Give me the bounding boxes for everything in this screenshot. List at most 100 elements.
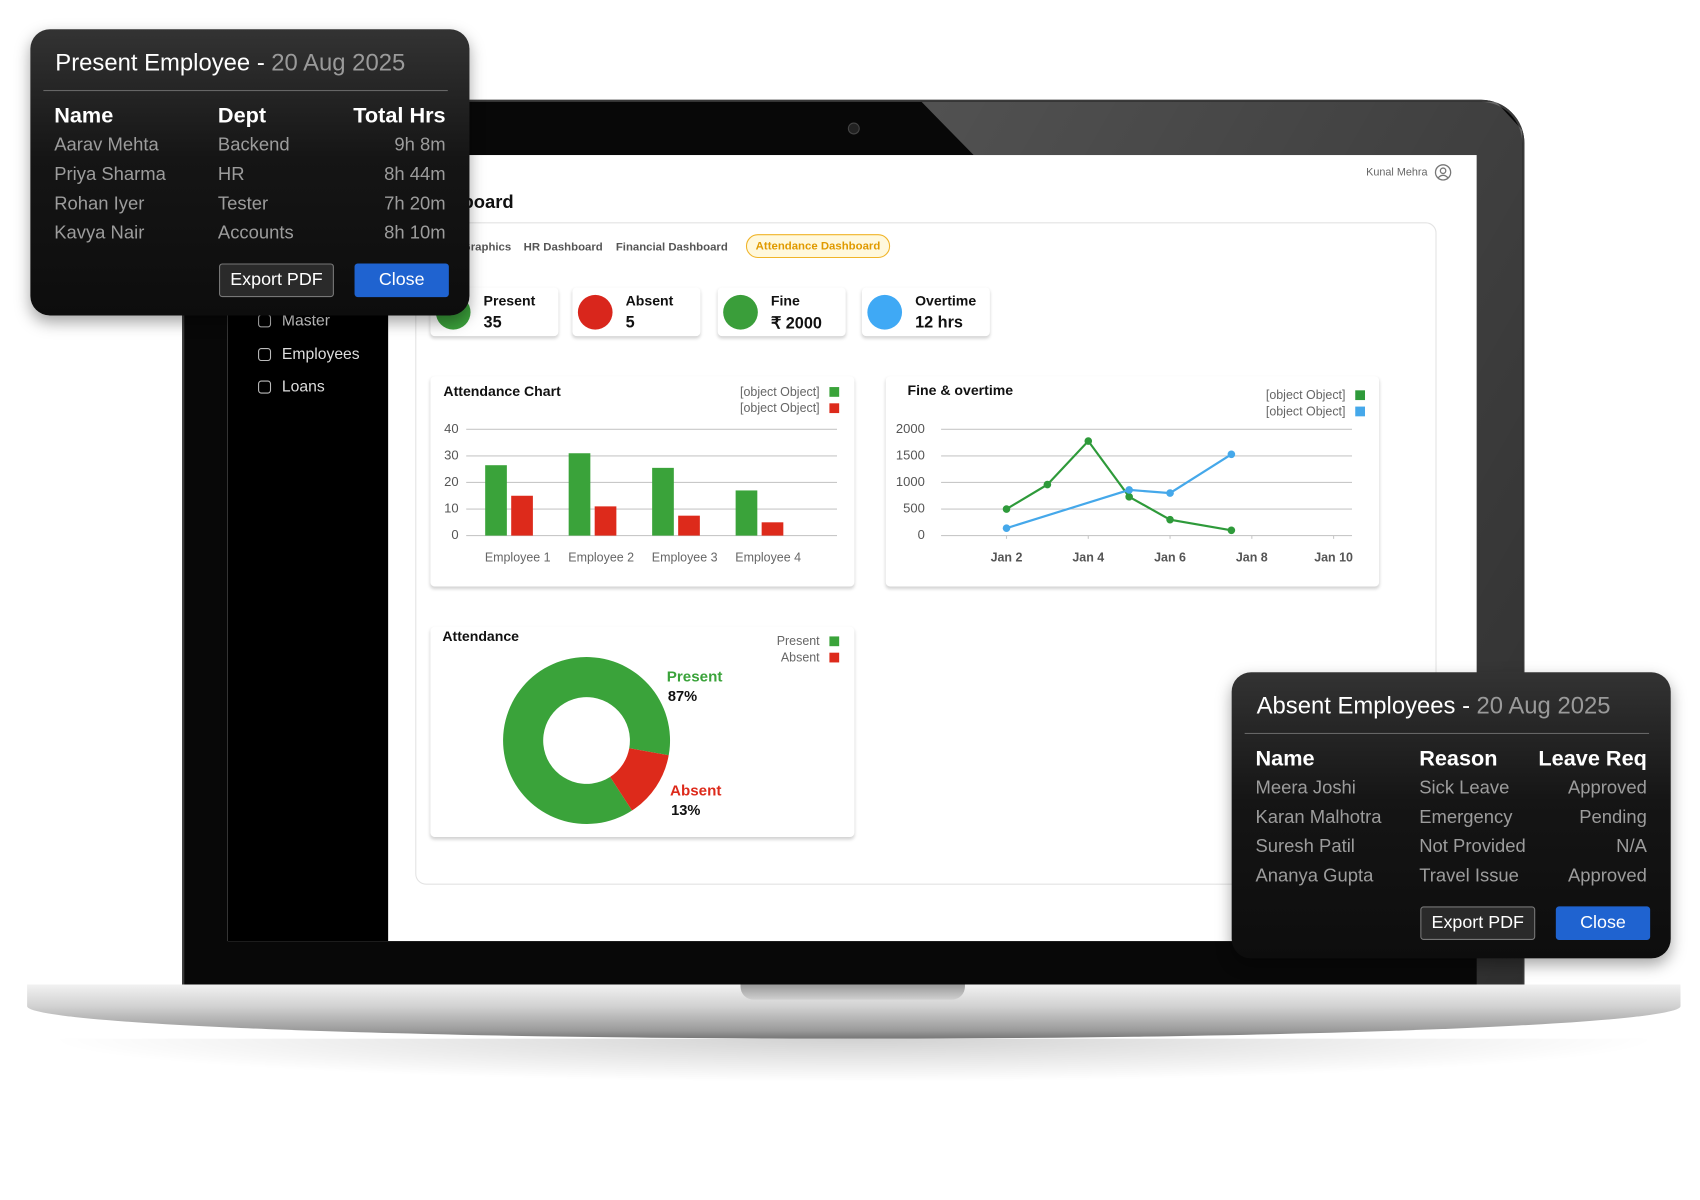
legend-swatch bbox=[829, 403, 840, 414]
sidebar-label: Master bbox=[281, 312, 330, 330]
user-icon bbox=[1434, 164, 1451, 181]
y-tick-label: 40 bbox=[444, 421, 458, 436]
legend-label: Present bbox=[777, 634, 820, 648]
table-cell: 8h 44m bbox=[384, 163, 446, 185]
slice-label: Present bbox=[667, 669, 723, 686]
slice-value-label: 13% bbox=[671, 803, 700, 819]
bar bbox=[678, 515, 700, 536]
legend-swatch bbox=[1355, 406, 1366, 417]
column-header: Name bbox=[54, 104, 114, 128]
export-button[interactable]: Export PDF bbox=[1420, 906, 1536, 941]
legend-swatch bbox=[829, 652, 840, 663]
x-tick-label: Employee 1 bbox=[485, 551, 551, 565]
table-cell: Priya Sharma bbox=[54, 163, 166, 185]
table-cell: Tester bbox=[217, 192, 269, 214]
y-tick-label: 1000 bbox=[896, 474, 925, 489]
sidebar-label: Employees bbox=[281, 345, 360, 363]
point bbox=[1166, 515, 1174, 524]
table-cell: Suresh Patil bbox=[1255, 835, 1355, 857]
column-header: Name bbox=[1255, 747, 1315, 771]
table-cell: Not Provided bbox=[1419, 835, 1526, 857]
table-cell: Emergency bbox=[1419, 806, 1513, 828]
stat-icon bbox=[867, 294, 903, 330]
point bbox=[1125, 486, 1133, 494]
laptop-shadow bbox=[43, 1038, 1665, 1083]
table-cell: Rohan Iyer bbox=[54, 192, 145, 214]
slice-value-label: 87% bbox=[668, 689, 697, 705]
present-popup: Present Employee -20 Aug 2025 Name Dept Tot… bbox=[30, 29, 470, 316]
chart: Fine & overtime [object Object] [object Ob… bbox=[896, 382, 1366, 565]
divider bbox=[43, 89, 448, 92]
y-tick-label: 30 bbox=[444, 447, 458, 462]
close-button[interactable]: Close bbox=[354, 263, 449, 298]
table-cell: Kavya Nair bbox=[54, 222, 145, 243]
y-tick-label: 0 bbox=[451, 527, 458, 542]
column-header: Leave Req bbox=[1538, 747, 1647, 771]
chart: Attendance Present Absent Present 87% Absent 1… bbox=[442, 628, 840, 824]
close-button[interactable]: Close bbox=[1555, 906, 1651, 941]
popup-title: Absent Employees -20 Aug 2025 bbox=[1257, 692, 1611, 720]
chart-card: Attendance Chart [object Object] [object O… bbox=[430, 376, 855, 587]
legend-label: [object Object] bbox=[1266, 388, 1346, 402]
table-cell: N/A bbox=[1616, 835, 1647, 857]
bar bbox=[511, 495, 533, 536]
table-cell: Pending bbox=[1579, 806, 1647, 828]
sidebar-icon bbox=[258, 314, 272, 328]
stat-icon bbox=[723, 294, 758, 330]
sidebar-icon bbox=[258, 380, 272, 394]
user-menu[interactable]: Kunal Mehra bbox=[1366, 164, 1451, 181]
point bbox=[1002, 524, 1011, 532]
bar bbox=[568, 453, 591, 536]
stat-label: Present bbox=[483, 292, 536, 309]
sidebar-label: Loans bbox=[281, 378, 325, 396]
table-cell: Ananya Gupta bbox=[1255, 865, 1374, 886]
line bbox=[1006, 453, 1232, 530]
stat-label: Fine bbox=[770, 292, 800, 309]
absent-popup: Absent Employees -20 Aug 2025 Name Reason L… bbox=[1231, 672, 1671, 959]
tab[interactable]: Financial Dashboard bbox=[615, 240, 728, 254]
sidebar-item[interactable]: Loans bbox=[258, 376, 325, 398]
table-cell: Approved bbox=[1567, 777, 1647, 798]
point bbox=[1125, 493, 1133, 501]
chart-title: Fine & overtime bbox=[907, 382, 1013, 398]
table-cell: Meera Joshi bbox=[1255, 777, 1356, 798]
x-tick-label: Employee 3 bbox=[652, 551, 718, 565]
column-header: Dept bbox=[217, 104, 267, 128]
legend-swatch bbox=[1355, 390, 1366, 401]
tab[interactable]: Attendance Dashboard bbox=[745, 234, 891, 259]
popup-date: 20 Aug 2025 bbox=[271, 48, 406, 76]
divider bbox=[1244, 732, 1650, 735]
camera bbox=[847, 122, 860, 135]
chart: Attendance Chart [object Object] [object O… bbox=[443, 383, 840, 565]
column-header: Reason bbox=[1419, 747, 1498, 771]
column-header: Total Hrs bbox=[353, 104, 446, 128]
chart-title: Attendance bbox=[442, 628, 519, 644]
x-tick-label: Employee 2 bbox=[568, 551, 634, 565]
tab[interactable]: HR Dashboard bbox=[523, 240, 603, 254]
y-tick-label: 20 bbox=[444, 474, 458, 489]
y-tick-label: 1500 bbox=[896, 447, 925, 462]
legend-swatch bbox=[829, 636, 840, 647]
laptop-notch bbox=[740, 984, 965, 1000]
table-cell: 7h 20m bbox=[384, 192, 446, 214]
donut-slice bbox=[503, 657, 671, 824]
chart-card: Attendance Present Absent Present 87% Absent 1… bbox=[430, 626, 855, 838]
tab[interactable]: Graphics bbox=[461, 240, 512, 254]
legend-label: [object Object] bbox=[740, 385, 820, 399]
stat-label: Overtime bbox=[915, 292, 977, 309]
stat-label: Absent bbox=[625, 292, 674, 309]
bar bbox=[735, 490, 758, 536]
stat-icon bbox=[577, 294, 613, 330]
x-tick-label: Jan 8 bbox=[1236, 551, 1268, 565]
stat-card: Fine ₹ 2000 bbox=[717, 287, 846, 337]
export-button[interactable]: Export PDF bbox=[219, 263, 334, 298]
point bbox=[1166, 489, 1174, 497]
sidebar-item[interactable]: Employees bbox=[258, 343, 360, 365]
legend-label: Absent bbox=[781, 650, 820, 664]
stat-card: Overtime 12 hrs bbox=[861, 287, 990, 337]
table-cell: Backend bbox=[217, 134, 290, 156]
point bbox=[1002, 505, 1011, 513]
bar bbox=[594, 506, 617, 536]
y-tick-label: 10 bbox=[444, 500, 458, 515]
